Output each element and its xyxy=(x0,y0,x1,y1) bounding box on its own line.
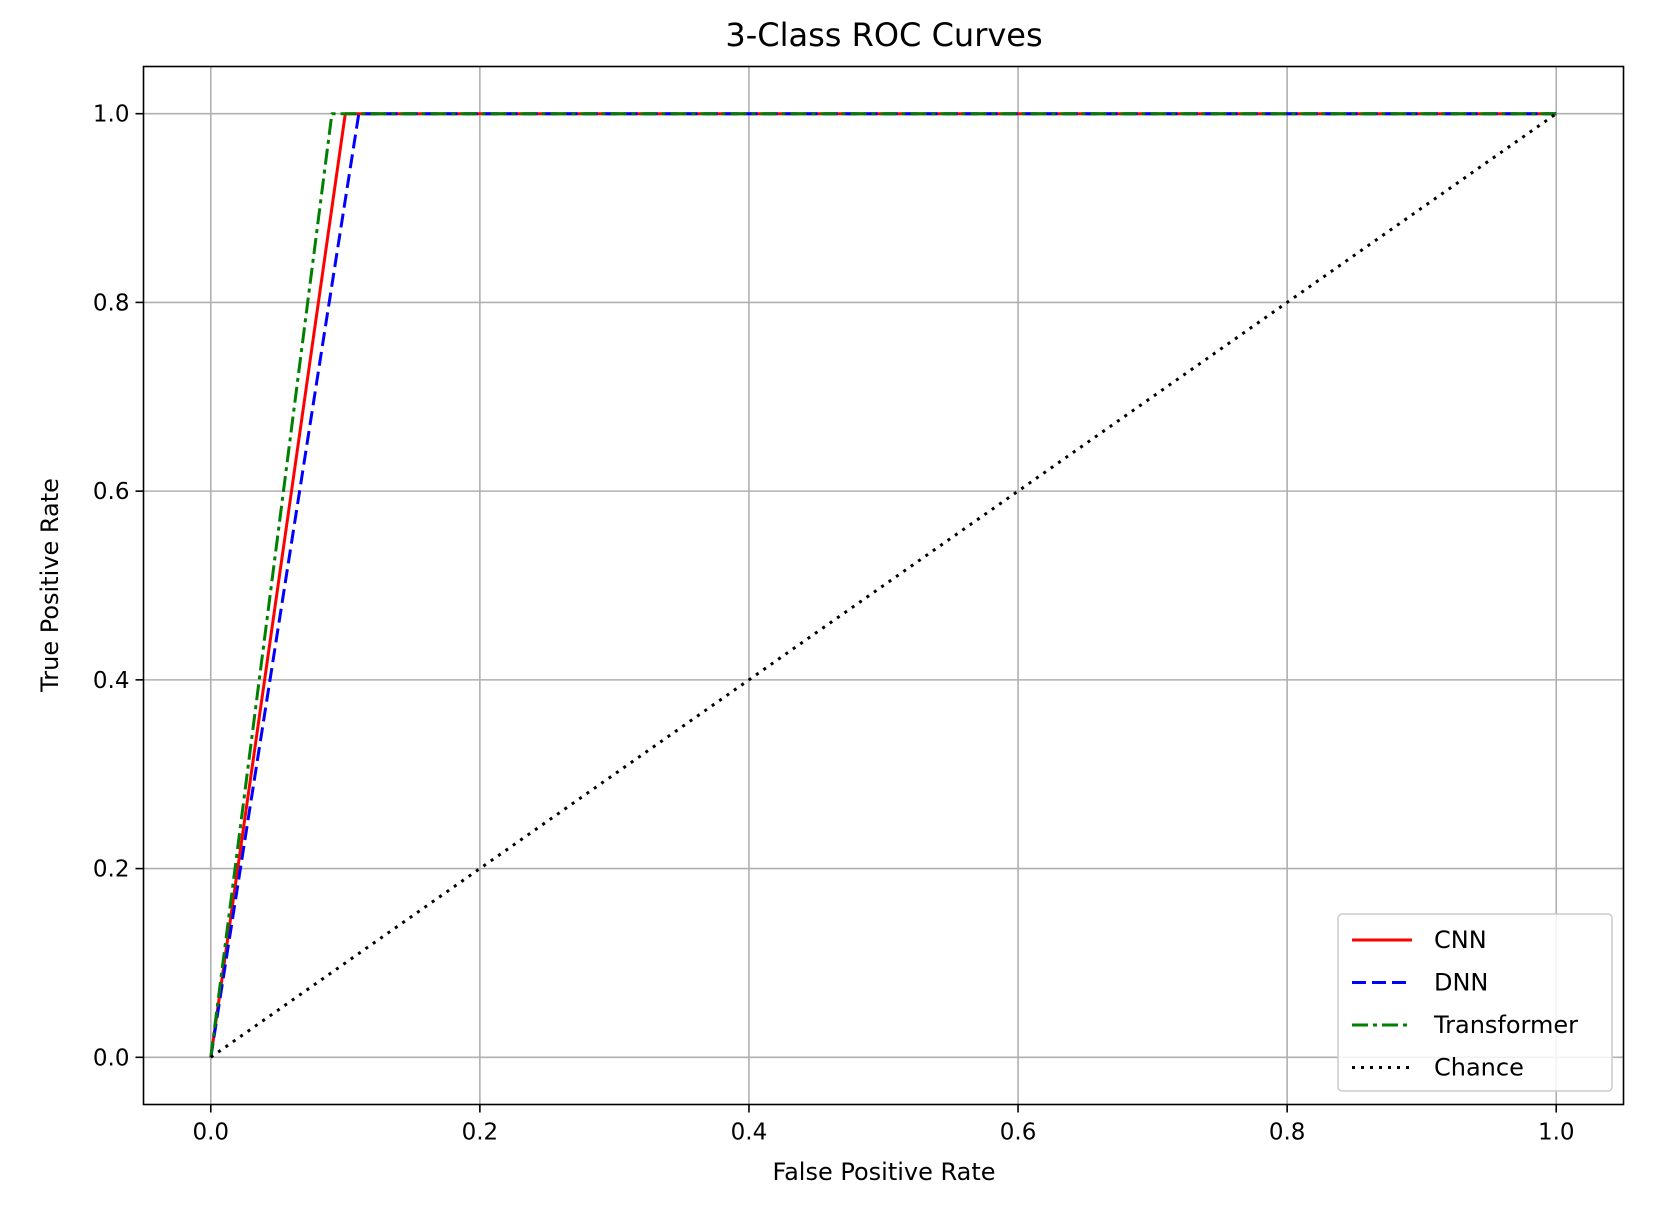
y-tick-label: 1.0 xyxy=(93,102,130,128)
x-tick-label: 0.8 xyxy=(1269,1120,1306,1146)
legend: CNN DNN Transformer Chance xyxy=(1337,913,1613,1092)
x-tick-label: 0.6 xyxy=(1000,1120,1037,1146)
legend-label-cnn: CNN xyxy=(1434,926,1487,954)
x-tick-label: 0.2 xyxy=(462,1120,499,1146)
y-tick-label: 0.2 xyxy=(93,857,130,883)
x-tick-label: 1.0 xyxy=(1538,1120,1575,1146)
y-axis-label: True Positive Rate xyxy=(36,478,64,693)
legend-label-dnn: DNN xyxy=(1434,969,1488,997)
series-line-chance xyxy=(209,112,1558,1059)
y-tick-label: 0.6 xyxy=(93,479,130,505)
x-tick-label: 0.4 xyxy=(731,1120,768,1146)
ticks: 0.0 0.2 0.4 0.6 0.8 1.0 0.0 0.2 0.4 0.6 0.8 1.0 xyxy=(93,102,1575,1146)
legend-label-chance: Chance xyxy=(1434,1054,1524,1082)
legend-box xyxy=(1337,913,1613,1092)
series-layer xyxy=(209,112,1558,1059)
grid xyxy=(143,66,1624,1105)
x-axis-label: False Positive Rate xyxy=(772,1158,995,1186)
series-line-transformer xyxy=(209,112,1557,1058)
x-tick-label: 0.0 xyxy=(192,1120,229,1146)
y-tick-label: 0.4 xyxy=(93,668,130,694)
legend-label-transformer: Transformer xyxy=(1433,1011,1578,1039)
y-tick-label: 0.0 xyxy=(93,1045,130,1071)
plot-frame xyxy=(142,65,1625,1106)
chart-title: 3-Class ROC Curves xyxy=(725,16,1042,54)
y-tick-label: 0.8 xyxy=(93,290,130,316)
